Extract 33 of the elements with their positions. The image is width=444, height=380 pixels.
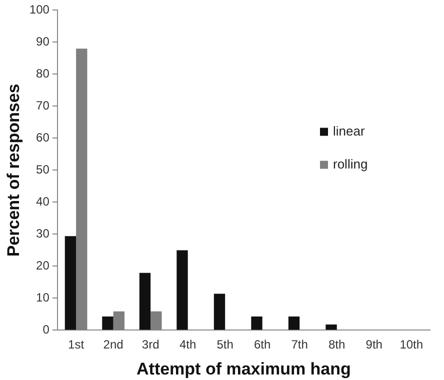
x-tick-label: 6th [254,338,271,352]
y-tick-label: 100 [29,2,50,17]
x-tick-label: 8th [328,338,346,352]
legend-label: linear [333,123,366,138]
y-tick-label: 90 [36,34,50,49]
bar [288,316,300,330]
y-tick-label: 60 [36,130,50,145]
y-tick-label: 20 [36,258,50,273]
x-tick-label: 3rd [142,338,160,352]
x-tick-label: 5th [216,338,234,352]
bar [326,324,337,330]
y-axis-title: Percent of responses [4,84,23,257]
y-tick-label: 30 [36,226,50,241]
x-axis-title: Attempt of maximum hang [136,359,351,378]
x-tick-label: 2nd [103,338,124,352]
bar [214,294,226,330]
bar [139,272,151,330]
x-tick-label: 7th [291,338,308,352]
x-tick-label: 9th [366,338,382,352]
y-tick-label: 70 [36,98,50,113]
x-tick-label: 1st [68,338,85,352]
y-tick-label: 80 [36,66,50,81]
y-tick-label: 0 [42,322,50,337]
legend-label: rolling [333,156,368,172]
bar [64,236,76,330]
x-tick-label: 4th [179,338,196,352]
y-tick-label: 10 [36,290,50,305]
x-tick-label: 10th [400,338,424,352]
y-tick-label: 50 [36,162,50,177]
bar [102,316,114,330]
y-tick-label: 40 [36,194,50,209]
bar [176,250,188,330]
bar [251,316,262,330]
